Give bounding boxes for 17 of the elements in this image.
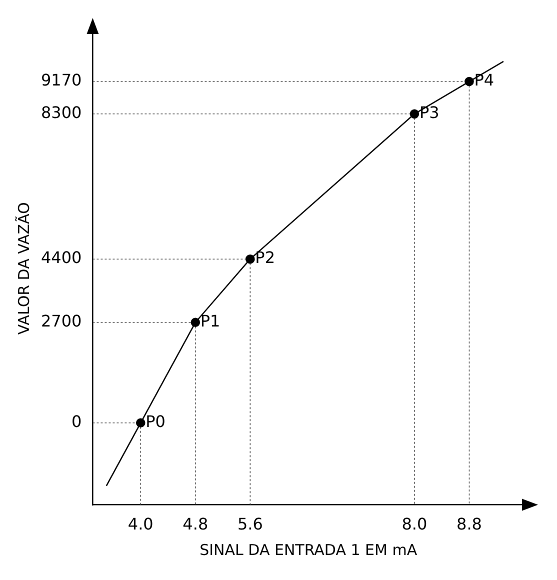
x-tick-label: 8.8 — [456, 514, 482, 534]
y-tick-label: 2700 — [41, 312, 82, 331]
x-tick-label: 8.0 — [402, 514, 428, 534]
annotation: P2 — [255, 248, 275, 268]
x-tick-label: 5.6 — [237, 514, 263, 534]
annotation: P4 — [474, 70, 494, 90]
y-axis-title: VALOR DA VAZÃO — [14, 202, 33, 335]
y-tick-label: 4400 — [41, 248, 82, 268]
annotation: P1 — [200, 312, 220, 331]
annotation: P0 — [146, 412, 166, 432]
x-tick-label: 4.8 — [182, 514, 208, 534]
x-axis-title: SINAL DA ENTRADA 1 EM mA — [200, 540, 418, 559]
y-tick-label: 8300 — [41, 103, 82, 122]
y-tick-label: 9170 — [41, 70, 82, 90]
x-tick-label: 4.0 — [128, 514, 154, 534]
annotation: P3 — [419, 103, 440, 122]
y-tick-label: 0 — [72, 412, 82, 432]
